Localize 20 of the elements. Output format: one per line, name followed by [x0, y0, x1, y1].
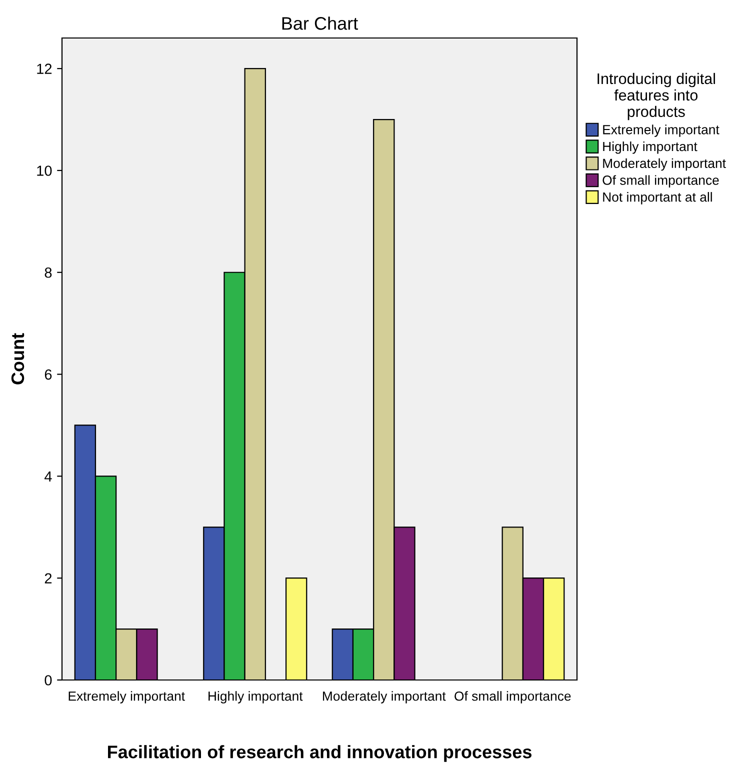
y-tick-label: 10 — [37, 166, 52, 176]
y-tick-label: 2 — [44, 573, 52, 584]
chart-title: Bar Chart — [282, 16, 358, 30]
y-tick-label: 0 — [44, 675, 52, 686]
x-tick-label: Moderately important — [322, 691, 446, 704]
legend-label: Of small importance — [602, 175, 719, 188]
legend-label: Highly important — [603, 141, 698, 154]
y-tick-label: 8 — [44, 267, 52, 278]
legend-title: Introducing digital features into products — [598, 72, 715, 120]
y-tick-label: 6 — [44, 369, 52, 380]
x-axis-title: Facilitation of research and innovation processes — [108, 745, 532, 762]
x-tick-label: Highly important — [208, 691, 303, 704]
x-tick-label: Of small importance — [454, 691, 571, 704]
y-axis-title: Count — [11, 333, 24, 384]
legend-label: Extremely important — [603, 124, 720, 137]
legend-label: Not important at all — [603, 192, 712, 204]
x-tick-label: Extremely important — [68, 691, 185, 704]
legend-label: Moderately important — [603, 158, 726, 171]
y-tick-label: 4 — [44, 471, 52, 482]
y-tick-label: 12 — [37, 64, 52, 74]
